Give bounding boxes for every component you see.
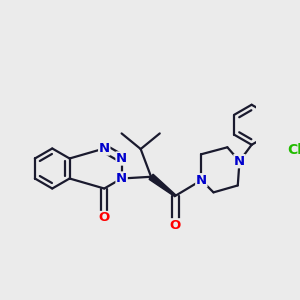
Text: O: O (170, 219, 181, 232)
Polygon shape (149, 174, 176, 196)
Text: N: N (99, 142, 110, 155)
Text: Cl: Cl (287, 142, 300, 157)
Text: N: N (234, 155, 245, 168)
Text: N: N (196, 174, 207, 187)
Text: O: O (99, 212, 110, 224)
Text: N: N (116, 152, 127, 165)
Text: N: N (116, 172, 127, 185)
